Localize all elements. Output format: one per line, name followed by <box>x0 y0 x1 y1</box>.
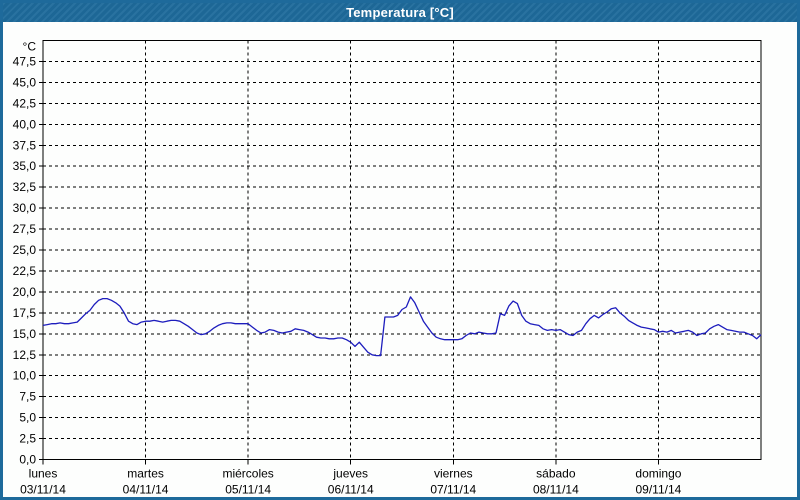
y-tick-label: 0,0 <box>19 453 36 467</box>
y-tick-label: 45,0 <box>13 75 37 89</box>
plot-border <box>42 40 762 460</box>
y-tick-label: 10,0 <box>13 369 37 383</box>
y-tick-label: 25,0 <box>13 243 37 257</box>
x-day-label: sábado <box>536 467 576 481</box>
x-day-label: viernes <box>434 467 473 481</box>
x-day-label: lunes <box>29 467 58 481</box>
temperature-series-line <box>42 296 762 357</box>
y-tick-label: 37,5 <box>13 138 37 152</box>
y-axis-unit-label: °C <box>23 40 37 54</box>
x-date-label: 09/11/14 <box>636 483 682 497</box>
temperature-chart: 0,0 2,5 5,0 7,5 10,0 12,5 15,0 17,5 20,0 22,5 25,0… <box>13 40 762 497</box>
y-tick-label: 2,5 <box>19 432 36 446</box>
chart-area: 0,0 2,5 5,0 7,5 10,0 12,5 15,0 17,5 20,0 22,5 25,0… <box>3 22 797 497</box>
x-date-label: 07/11/14 <box>430 483 476 497</box>
y-tick-label: 12,5 <box>13 348 37 362</box>
x-day-label: miércoles <box>222 467 273 481</box>
x-date-label: 04/11/14 <box>123 483 169 497</box>
y-tick-label: 20,0 <box>13 285 37 299</box>
x-date-label: 08/11/14 <box>533 483 579 497</box>
y-tick-label: 40,0 <box>13 117 37 131</box>
y-tick-label: 5,0 <box>19 411 36 425</box>
x-day-label: martes <box>127 467 164 481</box>
y-tick-label: 22,5 <box>13 264 37 278</box>
x-date-label: 03/11/14 <box>20 483 66 497</box>
y-tick-label: 35,0 <box>13 159 37 173</box>
x-day-label: jueves <box>332 467 368 481</box>
x-date-label: 06/11/14 <box>328 483 374 497</box>
y-tick-label: 30,0 <box>13 201 37 215</box>
y-tick-label: 32,5 <box>13 180 37 194</box>
x-day-label: domingo <box>635 467 681 481</box>
x-date-label: 05/11/14 <box>225 483 271 497</box>
title-bar[interactable]: Temperatura [°C] <box>3 3 797 22</box>
y-tick-label: 47,5 <box>13 54 37 68</box>
y-tick-label: 17,5 <box>13 306 37 320</box>
y-tick-label: 7,5 <box>19 390 36 404</box>
y-tick-label: 27,5 <box>13 222 37 236</box>
y-tick-label: 15,0 <box>13 327 37 341</box>
y-tick-label: 42,5 <box>13 96 37 110</box>
window-title: Temperatura [°C] <box>346 5 454 20</box>
